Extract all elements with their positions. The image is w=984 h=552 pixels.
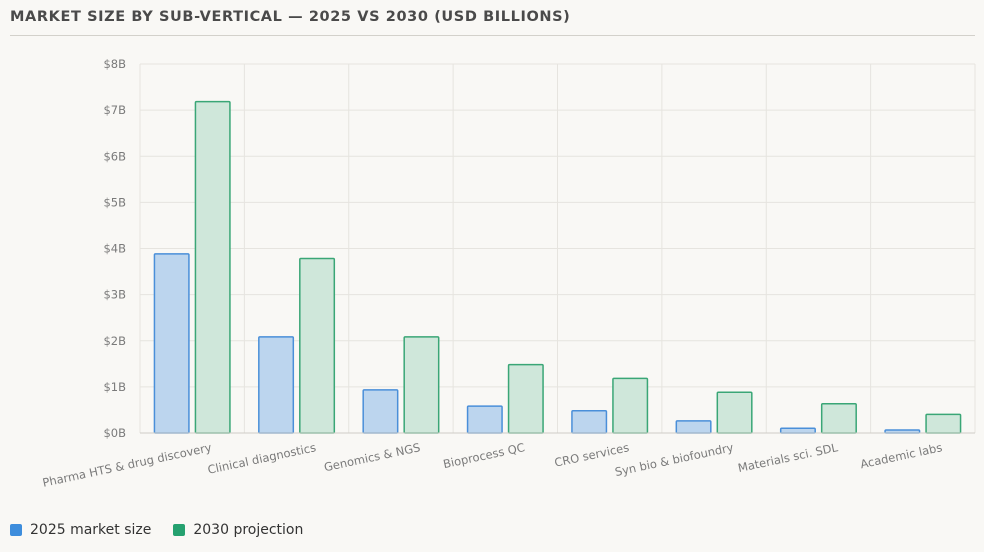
bar-2030	[612, 377, 649, 434]
bar-2025	[466, 405, 503, 434]
legend-swatch-2030	[173, 524, 186, 536]
legend-label-2025: 2025 market size	[30, 522, 152, 538]
bar-2025	[258, 336, 295, 434]
bar-2030	[925, 413, 962, 434]
x-tick-label: Academic labs	[859, 440, 943, 471]
chart-legend: 2025 market size 2030 projection	[10, 522, 325, 538]
y-tick-label: $1B	[103, 380, 126, 394]
x-tick-label: Materials sci. SDL	[737, 440, 840, 475]
title-divider	[10, 35, 975, 36]
legend-swatch-2025	[10, 524, 22, 536]
y-tick-label: $3B	[103, 288, 126, 302]
bar-2025	[153, 253, 190, 434]
x-tick-label: Syn bio & biofoundry	[614, 440, 735, 479]
bar-2030	[716, 391, 753, 434]
legend-label-2030: 2030 projection	[193, 522, 304, 538]
y-tick-label: $7B	[103, 103, 126, 117]
x-tick-label: Pharma HTS & drug discovery	[41, 440, 213, 490]
chart-title: MARKET SIZE BY SUB-VERTICAL — 2025 VS 20…	[10, 9, 571, 25]
bar-2025	[571, 409, 608, 434]
bar-2025	[675, 420, 712, 434]
y-tick-label: $0B	[103, 426, 126, 440]
bar-2030	[194, 100, 231, 434]
x-tick-label: Clinical diagnostics	[206, 440, 317, 477]
legend-item-2025[interactable]: 2025 market size	[10, 522, 151, 538]
bar-2030	[820, 403, 857, 434]
bar-2025	[362, 389, 399, 434]
bar-2030	[299, 257, 336, 434]
y-tick-label: $2B	[103, 334, 126, 348]
y-tick-label: $4B	[103, 242, 126, 256]
y-tick-label: $6B	[103, 149, 126, 163]
x-tick-label: Bioprocess QC	[442, 440, 526, 471]
y-tick-label: $8B	[103, 57, 126, 71]
bar-2025	[779, 427, 816, 434]
x-tick-label: Genomics & NGS	[323, 440, 422, 474]
bar-2030	[507, 363, 544, 434]
legend-item-2030[interactable]: 2030 projection	[173, 522, 303, 538]
bar-2030	[403, 336, 440, 434]
y-tick-label: $5B	[103, 195, 126, 209]
